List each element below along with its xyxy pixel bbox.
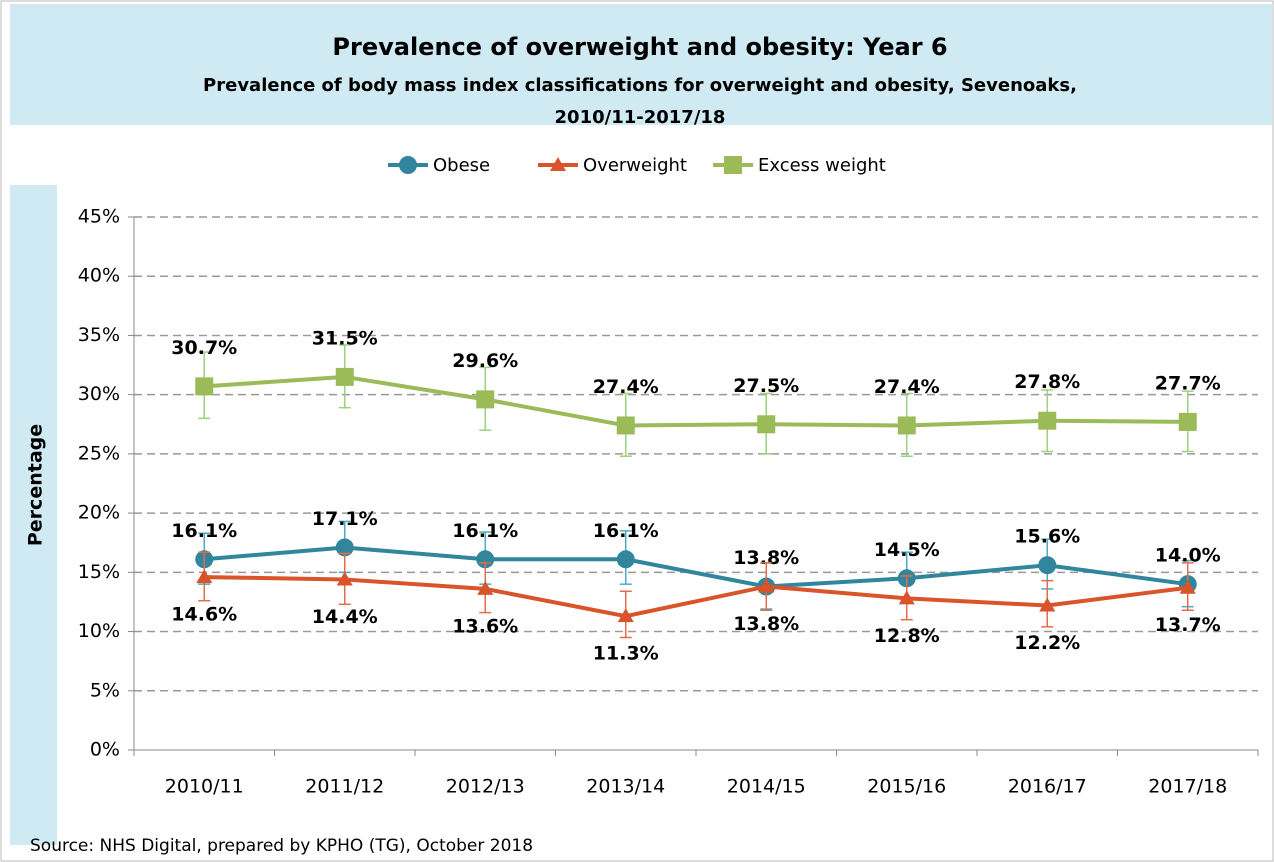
data-label: 27.5%	[733, 375, 799, 397]
data-point	[757, 415, 776, 434]
data-label: 12.8%	[874, 625, 940, 647]
data-point	[195, 377, 214, 396]
chart-subtitle: 2010/11-2017/18	[555, 107, 726, 128]
data-label: 27.4%	[874, 376, 940, 398]
data-label: 13.6%	[452, 615, 518, 637]
data-label: 11.3%	[593, 643, 659, 665]
x-tick-label: 2011/12	[305, 776, 384, 798]
data-point	[617, 608, 634, 623]
data-point	[1178, 412, 1197, 431]
legend-label: Excess weight	[758, 155, 886, 176]
y-tick-label: 15%	[78, 561, 120, 583]
series-line	[204, 374, 1188, 428]
data-label: 13.8%	[733, 547, 799, 569]
data-label: 15.6%	[1014, 526, 1080, 548]
source-note: Source: NHS Digital, prepared by KPHO (T…	[30, 836, 533, 856]
data-point	[897, 416, 916, 435]
data-label: 27.7%	[1155, 372, 1221, 394]
data-point	[476, 390, 495, 409]
data-point	[196, 569, 213, 584]
data-point	[335, 538, 354, 557]
chart-title: Prevalence of overweight and obesity: Ye…	[332, 33, 947, 61]
data-point	[336, 571, 353, 586]
data-label: 27.4%	[593, 376, 659, 398]
data-label: 30.7%	[171, 337, 237, 359]
data-point	[758, 578, 775, 593]
data-label: 27.8%	[1014, 371, 1080, 393]
series-line	[204, 575, 1189, 619]
data-label: 14.0%	[1155, 545, 1221, 567]
data-point	[616, 550, 635, 569]
data-point	[898, 590, 915, 605]
y-tick-label: 5%	[90, 679, 120, 701]
y-tick-label: 25%	[78, 442, 120, 464]
y-axis-label: Percentage	[25, 424, 47, 546]
data-label: 16.1%	[593, 520, 659, 542]
x-tick-label: 2012/13	[446, 776, 525, 798]
y-tick-label: 35%	[78, 324, 120, 346]
data-label: 14.6%	[171, 604, 237, 626]
data-label: 16.1%	[452, 520, 518, 542]
y-tick-label: 20%	[78, 502, 120, 524]
data-point	[1179, 579, 1196, 594]
data-point	[1038, 556, 1057, 575]
x-tick-label: 2014/15	[727, 776, 806, 798]
legend-marker	[399, 156, 417, 174]
data-label: 16.1%	[171, 520, 237, 542]
y-tick-label: 10%	[78, 620, 120, 642]
data-label: 12.2%	[1014, 632, 1080, 654]
legend-marker	[550, 157, 566, 171]
legend-label: Obese	[433, 155, 490, 176]
data-label: 31.5%	[312, 327, 378, 349]
data-point	[1039, 597, 1056, 612]
data-point	[477, 580, 494, 595]
data-point	[616, 416, 635, 435]
y-tick-label: 0%	[90, 739, 120, 761]
data-point	[476, 550, 495, 569]
x-tick-label: 2015/16	[867, 776, 946, 798]
x-tick-label: 2010/11	[165, 776, 244, 798]
x-tick-label: 2016/17	[1008, 776, 1087, 798]
data-label: 13.7%	[1155, 614, 1221, 636]
x-tick-label: 2017/18	[1148, 776, 1227, 798]
y-tick-label: 40%	[78, 265, 120, 287]
chart-subtitle: Prevalence of body mass index classifica…	[203, 75, 1077, 96]
data-label: 14.5%	[874, 539, 940, 561]
legend-label: Overweight	[583, 155, 687, 176]
data-label: 14.4%	[312, 606, 378, 628]
y-tick-label: 45%	[78, 206, 120, 228]
x-tick-label: 2013/14	[586, 776, 665, 798]
axis-band	[10, 185, 57, 845]
y-tick-label: 30%	[78, 383, 120, 405]
data-label: 13.8%	[733, 613, 799, 635]
data-label: 29.6%	[452, 350, 518, 372]
data-label: 17.1%	[312, 508, 378, 530]
legend-marker	[724, 156, 742, 174]
data-point	[335, 367, 354, 386]
title-banner	[10, 4, 1272, 125]
series-line	[204, 545, 1189, 589]
data-point	[1038, 411, 1057, 430]
